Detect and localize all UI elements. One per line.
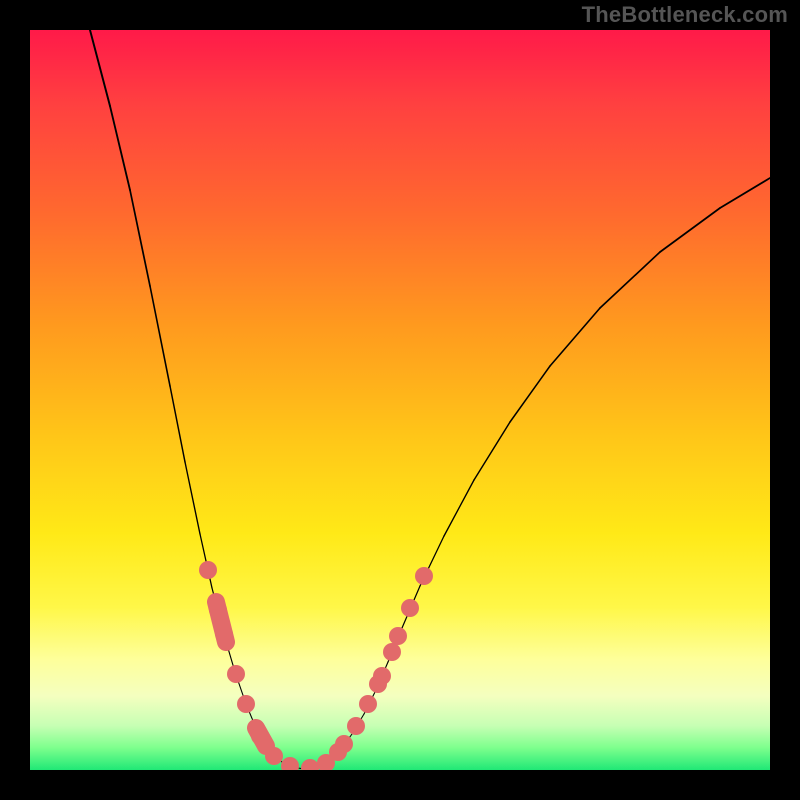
curve-marker <box>415 567 433 585</box>
curve-marker <box>389 627 407 645</box>
curve-marker <box>373 667 391 685</box>
curve-marker <box>401 599 419 617</box>
curve-marker <box>301 759 319 770</box>
chart-frame: TheBottleneck.com <box>0 0 800 800</box>
curve-marker <box>227 665 245 683</box>
curve-marker <box>209 601 227 619</box>
curve-marker <box>347 717 365 735</box>
curve-marker <box>359 695 377 713</box>
curve-marker <box>265 747 283 765</box>
curve-marker <box>383 643 401 661</box>
plot-area <box>30 30 770 770</box>
curve-marker <box>281 757 299 770</box>
curve-marker <box>199 561 217 579</box>
watermark-text: TheBottleneck.com <box>582 2 788 28</box>
curve-marker <box>251 727 269 745</box>
curve-marker <box>335 735 353 753</box>
curve-layer <box>30 30 770 770</box>
curve-marker <box>237 695 255 713</box>
curve-marker <box>215 625 233 643</box>
